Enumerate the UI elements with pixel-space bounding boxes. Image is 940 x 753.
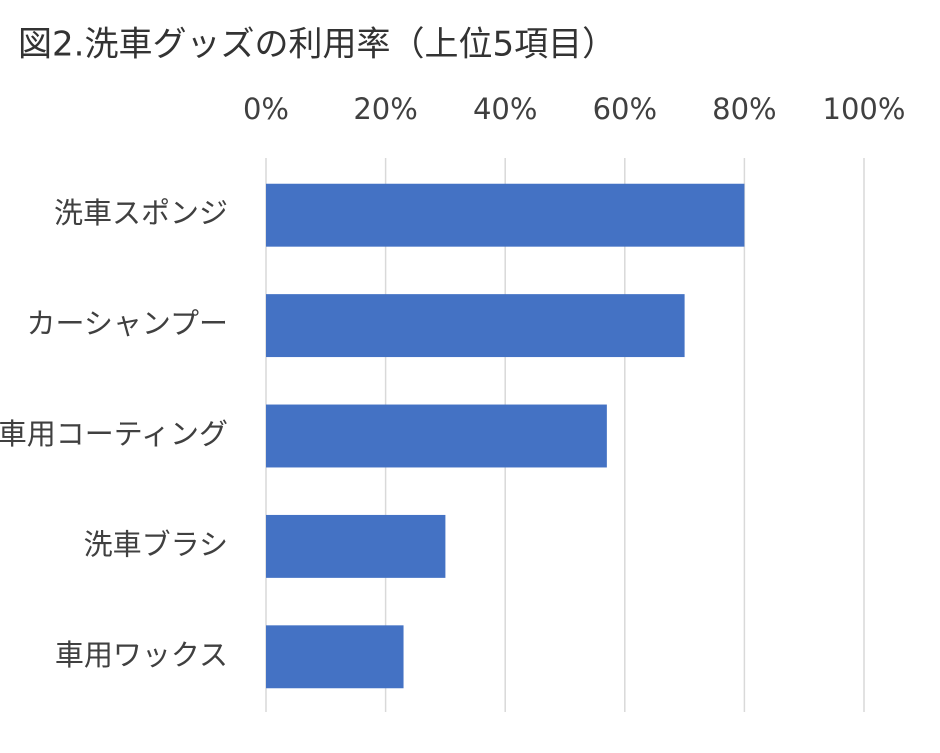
y-tick-label: 車用コーティング xyxy=(0,417,228,451)
bar xyxy=(266,625,404,689)
bar xyxy=(266,514,446,578)
x-tick-label: 60% xyxy=(593,92,657,126)
y-tick-label: 洗車ブラシ xyxy=(84,527,228,561)
x-tick-label: 80% xyxy=(712,92,776,126)
chart-title: 図2.洗車グッズの利用率（上位5項目） xyxy=(18,25,616,65)
bar xyxy=(266,183,745,247)
bar xyxy=(266,294,685,358)
bar xyxy=(266,404,607,468)
x-tick-label: 100% xyxy=(823,92,906,126)
y-tick-label: 車用ワックス xyxy=(55,638,228,672)
x-tick-label: 0% xyxy=(243,92,289,126)
y-tick-label: 洗車スポンジ xyxy=(54,196,228,230)
x-tick-label: 40% xyxy=(473,92,537,126)
x-tick-label: 20% xyxy=(353,92,417,126)
y-tick-label: カーシャンプー xyxy=(26,307,228,341)
